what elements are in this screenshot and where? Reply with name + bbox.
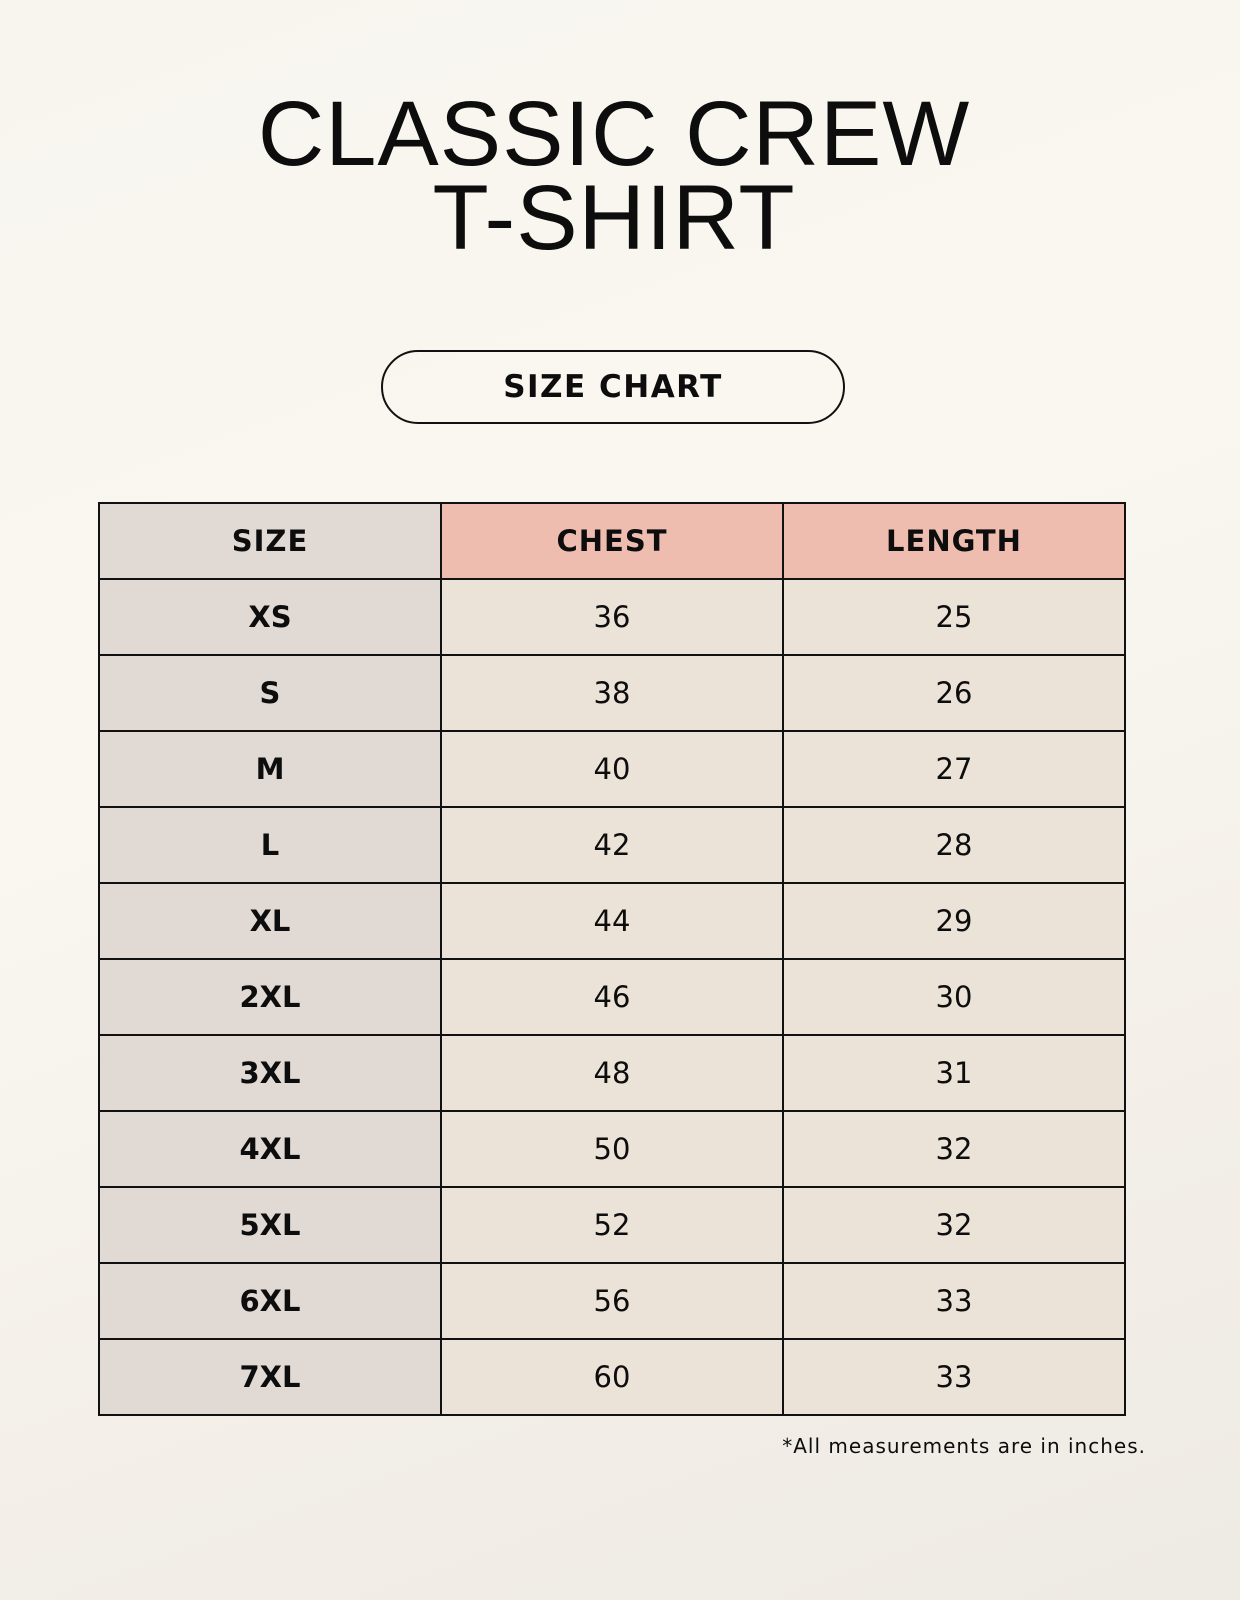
cell-size: S	[98, 654, 442, 732]
table-row: 7XL 60 33	[98, 1338, 1126, 1416]
cell-length: 33	[782, 1338, 1126, 1416]
size-chart-badge: SIZE CHART	[381, 350, 845, 424]
title-line-1: CLASSIC CREW	[257, 83, 971, 185]
cell-chest: 36	[440, 578, 784, 656]
cell-length: 31	[782, 1034, 1126, 1112]
cell-size: 2XL	[98, 958, 442, 1036]
cell-length: 32	[782, 1186, 1126, 1264]
measurement-note: *All measurements are in inches.	[782, 1434, 1146, 1458]
cell-length: 29	[782, 882, 1126, 960]
cell-chest: 46	[440, 958, 784, 1036]
table-row: 5XL 52 32	[98, 1186, 1126, 1264]
cell-size: 6XL	[98, 1262, 442, 1340]
table-row: M 40 27	[98, 730, 1126, 808]
cell-length: 27	[782, 730, 1126, 808]
table-row: 2XL 46 30	[98, 958, 1126, 1036]
cell-chest: 52	[440, 1186, 784, 1264]
table-row: 3XL 48 31	[98, 1034, 1126, 1112]
cell-chest: 50	[440, 1110, 784, 1188]
table-row: XS 36 25	[98, 578, 1126, 656]
cell-chest: 40	[440, 730, 784, 808]
table-row: XL 44 29	[98, 882, 1126, 960]
cell-length: 26	[782, 654, 1126, 732]
cell-size: 7XL	[98, 1338, 442, 1416]
page-title: CLASSIC CREW T-SHIRT	[0, 83, 1228, 269]
cell-length: 33	[782, 1262, 1126, 1340]
cell-size: 3XL	[98, 1034, 442, 1112]
table-header-row: SIZE CHEST LENGTH	[98, 502, 1126, 580]
cell-size: XL	[98, 882, 442, 960]
cell-chest: 44	[440, 882, 784, 960]
cell-length: 30	[782, 958, 1126, 1036]
header-size: SIZE	[98, 502, 442, 580]
size-table: SIZE CHEST LENGTH XS 36 25 S 38 26 M 40 27 L 42 28 X…	[98, 502, 1126, 1416]
cell-chest: 38	[440, 654, 784, 732]
table-row: S 38 26	[98, 654, 1126, 732]
header-length: LENGTH	[782, 502, 1126, 580]
cell-chest: 42	[440, 806, 784, 884]
cell-size: 5XL	[98, 1186, 442, 1264]
table-row: 4XL 50 32	[98, 1110, 1126, 1188]
table-row: L 42 28	[98, 806, 1126, 884]
cell-size: L	[98, 806, 442, 884]
header-chest: CHEST	[440, 502, 784, 580]
cell-length: 32	[782, 1110, 1126, 1188]
cell-chest: 60	[440, 1338, 784, 1416]
cell-size: 4XL	[98, 1110, 442, 1188]
table-row: 6XL 56 33	[98, 1262, 1126, 1340]
title-line-2: T-SHIRT	[432, 167, 796, 269]
cell-length: 25	[782, 578, 1126, 656]
cell-length: 28	[782, 806, 1126, 884]
cell-size: XS	[98, 578, 442, 656]
cell-chest: 56	[440, 1262, 784, 1340]
cell-size: M	[98, 730, 442, 808]
cell-chest: 48	[440, 1034, 784, 1112]
